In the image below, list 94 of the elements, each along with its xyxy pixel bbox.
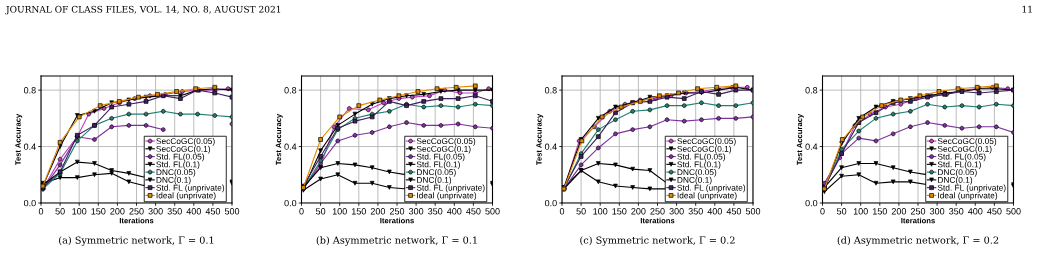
legend-label: DNC(0.1) bbox=[417, 176, 452, 185]
x-tick-label: 400 bbox=[446, 208, 462, 215]
text: 11 bbox=[1022, 5, 1032, 13]
x-tick-label: 100 bbox=[593, 208, 608, 215]
x-tick-label: 250 bbox=[910, 208, 926, 215]
y-tick-label: 0.0 bbox=[544, 199, 557, 207]
x-tick-label: 100 bbox=[332, 208, 347, 215]
legend-label: Ideal (unprivate) bbox=[156, 192, 216, 201]
x-tick-label: 300 bbox=[929, 208, 945, 215]
x-tick-label: 400 bbox=[707, 208, 722, 215]
legend-label: DNC(0.05) bbox=[156, 168, 196, 177]
text: (d) Asymmetric network, Γ = 0.2 bbox=[837, 236, 999, 246]
legend-label: DNC(0.05) bbox=[938, 168, 977, 177]
x-tick-label: 500 bbox=[485, 208, 500, 215]
x-tick-label: 0 bbox=[38, 208, 44, 215]
legend-label: SecCoGC(0.05) bbox=[937, 137, 997, 146]
x-tick-label: 0 bbox=[299, 208, 304, 215]
legend-label: Ideal (unprivate) bbox=[938, 192, 998, 201]
x-tick-label: 50 bbox=[836, 208, 847, 215]
legend-label: Std. FL(0.05) bbox=[416, 153, 465, 162]
x-tick-label: 350 bbox=[167, 208, 182, 215]
y-tick-label: 0.8 bbox=[23, 87, 36, 94]
y-tick-label: 0.4 bbox=[805, 143, 818, 150]
legend-label: Std. FL (unprivate) bbox=[677, 184, 746, 193]
legend-label: DNC(0.1) bbox=[677, 176, 712, 185]
y-tick-label: 0.0 bbox=[23, 199, 36, 207]
y-tick-label: 0.4 bbox=[544, 143, 557, 150]
legend-label: Std. FL(0.1) bbox=[677, 161, 721, 169]
text: JOURNAL OF CLASS FILES, VOL. 14, NO. 8, AUGUST 2021 bbox=[5, 5, 281, 15]
legend-label: DNC(0.1) bbox=[156, 176, 191, 185]
x-tick-label: 0 bbox=[820, 208, 825, 215]
legend-label: Std. FL(0.1) bbox=[937, 161, 981, 169]
x-tick-label: 450 bbox=[205, 208, 221, 215]
text: (b) Asymmetric network, Γ = 0.1 bbox=[316, 236, 477, 246]
x-tick-label: 500 bbox=[745, 208, 761, 215]
x-tick-label: 50 bbox=[315, 208, 326, 215]
x-tick-label: 100 bbox=[72, 208, 87, 215]
legend-label: Std. FL(0.1) bbox=[156, 161, 200, 169]
y-tick-label: 0.8 bbox=[805, 87, 818, 94]
x-tick-label: 300 bbox=[148, 208, 163, 215]
y-tick-label: 0.0 bbox=[284, 199, 297, 207]
x-tick-label: 0 bbox=[559, 208, 565, 215]
legend-label: Ideal (unprivate) bbox=[677, 192, 737, 201]
legend-label: Std. FL(0.05) bbox=[156, 153, 205, 162]
text: (c) Symmetric network, Γ = 0.2 bbox=[580, 236, 735, 246]
y-tick-label: 0.4 bbox=[23, 143, 36, 150]
legend-label: Std. FL (unprivate) bbox=[156, 184, 225, 193]
legend-label: Std. FL (unprivate) bbox=[416, 184, 485, 193]
legend-label: SecCoGC(0.05) bbox=[416, 137, 476, 146]
x-tick-label: 50 bbox=[576, 208, 586, 215]
legend-label: Ideal (unprivate) bbox=[417, 192, 477, 201]
legend-label: Std. FL(0.05) bbox=[677, 153, 726, 162]
x-tick-label: 250 bbox=[650, 208, 665, 215]
x-tick-label: 150 bbox=[872, 208, 887, 215]
x-tick-label: 250 bbox=[389, 208, 405, 215]
x-tick-label: 350 bbox=[428, 208, 443, 215]
x-tick-label: 200 bbox=[891, 208, 907, 215]
legend-label: SecCoGC(0.1) bbox=[937, 145, 992, 154]
x-tick-label: 300 bbox=[408, 208, 424, 215]
y-tick-label: 0.0 bbox=[805, 199, 818, 207]
x-tick-label: 350 bbox=[688, 208, 703, 215]
legend-label: SecCoGC(0.1) bbox=[677, 145, 732, 154]
x-tick-label: 450 bbox=[726, 208, 742, 215]
x-tick-label: 500 bbox=[1006, 208, 1021, 215]
x-tick-label: 250 bbox=[129, 208, 144, 215]
x-tick-label: 50 bbox=[55, 208, 65, 215]
x-tick-label: 500 bbox=[224, 208, 240, 215]
x-tick-label: 100 bbox=[853, 208, 868, 215]
x-tick-label: 150 bbox=[351, 208, 366, 215]
x-tick-label: 150 bbox=[612, 208, 627, 215]
y-tick-label: 0.8 bbox=[284, 87, 297, 94]
x-tick-label: 300 bbox=[669, 208, 684, 215]
x-tick-label: 200 bbox=[370, 208, 386, 215]
x-tick-label: 150 bbox=[91, 208, 106, 215]
y-tick-label: 0.4 bbox=[284, 143, 297, 150]
x-tick-label: 350 bbox=[949, 208, 964, 215]
text: (a) Symmetric network, Γ = 0.1 bbox=[59, 236, 214, 246]
legend-label: Std. FL(0.1) bbox=[416, 161, 460, 169]
legend-label: SecCoGC(0.05) bbox=[677, 137, 736, 146]
legend-label: DNC(0.05) bbox=[417, 168, 456, 177]
legend-label: SecCoGC(0.1) bbox=[416, 145, 471, 154]
x-tick-label: 200 bbox=[631, 208, 646, 215]
legend-label: Std. FL (unprivate) bbox=[937, 184, 1006, 193]
x-tick-label: 450 bbox=[466, 208, 481, 215]
legend-label: Std. FL(0.05) bbox=[937, 153, 986, 162]
legend-label: DNC(0.1) bbox=[938, 176, 973, 185]
legend-label: SecCoGC(0.1) bbox=[156, 145, 211, 154]
x-tick-label: 450 bbox=[987, 208, 1002, 215]
x-tick-label: 400 bbox=[967, 208, 983, 215]
x-tick-label: 400 bbox=[186, 208, 201, 215]
x-tick-label: 200 bbox=[110, 208, 125, 215]
y-tick-label: 0.8 bbox=[544, 87, 557, 94]
legend-label: SecCoGC(0.05) bbox=[156, 137, 215, 146]
legend-label: DNC(0.05) bbox=[677, 168, 717, 177]
